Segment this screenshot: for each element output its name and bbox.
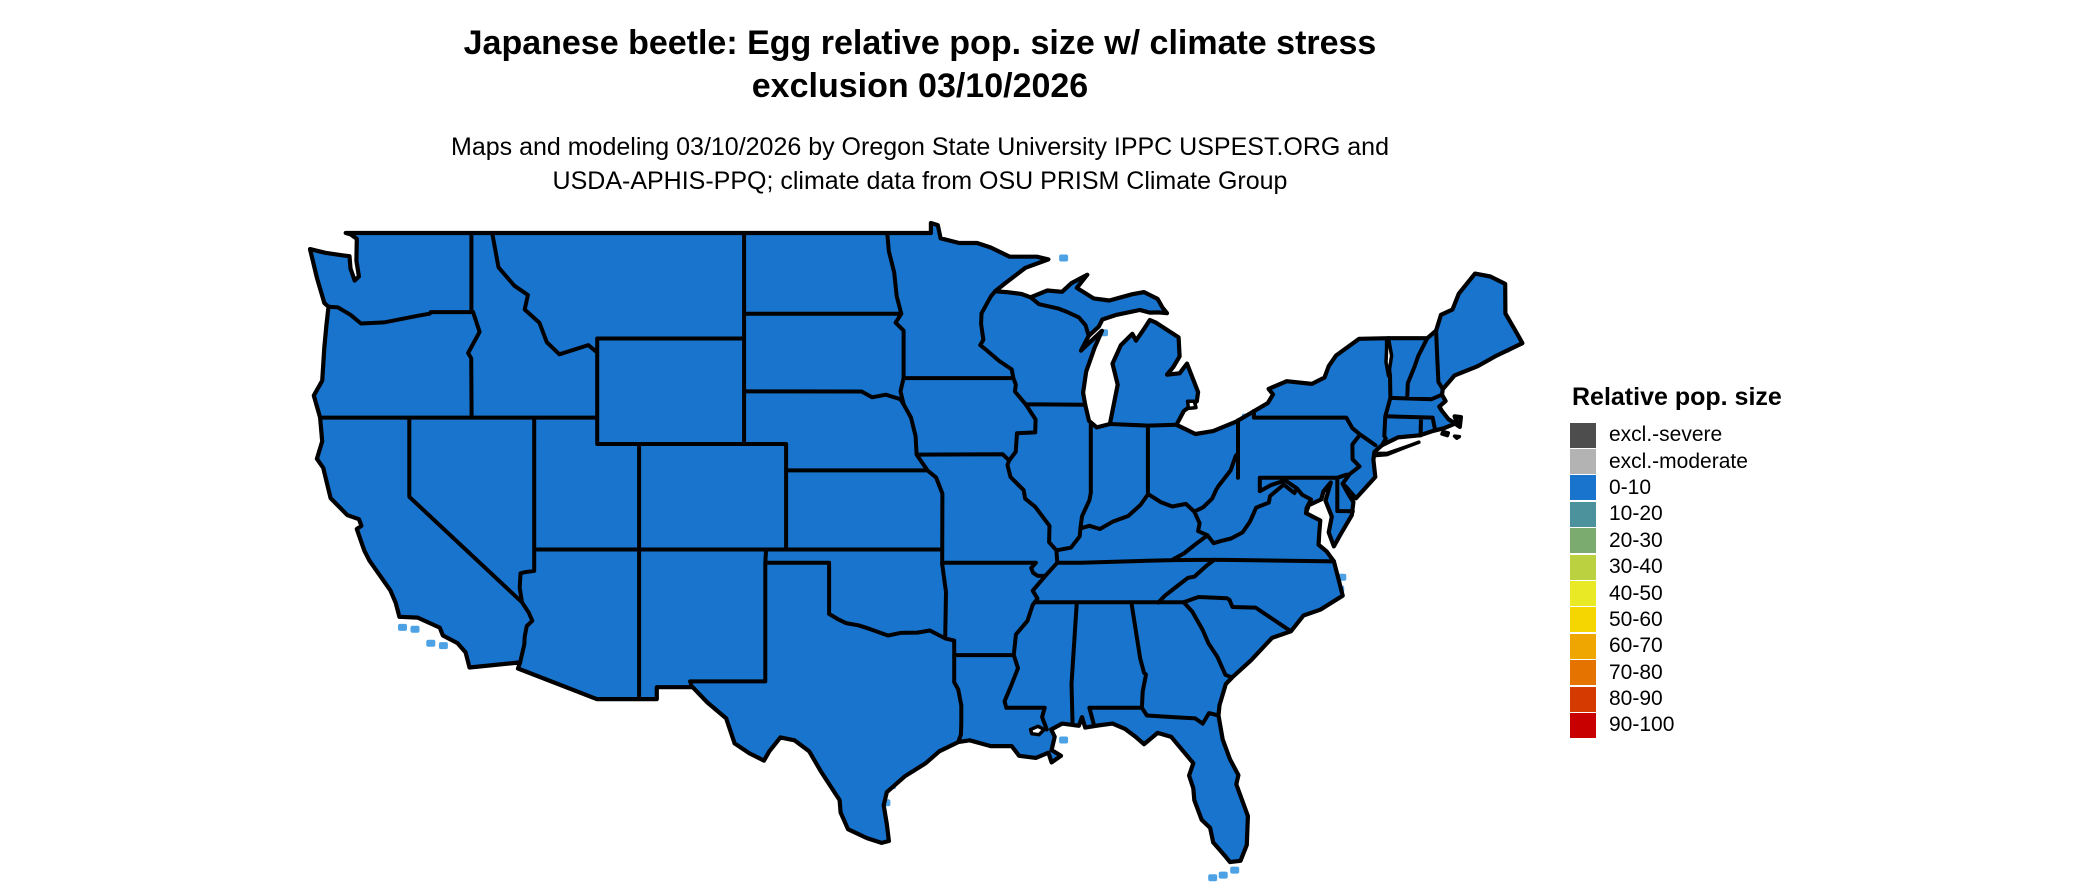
island bbox=[1440, 429, 1451, 438]
legend-swatch bbox=[1570, 501, 1596, 527]
conus-landmass bbox=[307, 220, 1525, 865]
legend-item: 50-60 bbox=[1570, 607, 1782, 633]
water-cell-speck bbox=[1059, 736, 1069, 744]
map-subtitle-line1: Maps and modeling 03/10/2026 by Oregon S… bbox=[451, 133, 1389, 161]
map-title-line1: Japanese beetle: Egg relative pop. size … bbox=[463, 24, 1377, 62]
legend: Relative pop. size excl.-severe excl.-mod… bbox=[1570, 383, 1782, 739]
legend-item-label: 40-50 bbox=[1609, 581, 1663, 605]
legend-item: excl.-severe bbox=[1570, 422, 1782, 448]
legend-item: 70-80 bbox=[1570, 660, 1782, 686]
water-cell-speck bbox=[398, 623, 407, 631]
legend-item: 90-100 bbox=[1570, 712, 1782, 738]
legend-item: 80-90 bbox=[1570, 686, 1782, 712]
legend-item-label: excl.-severe bbox=[1609, 423, 1723, 447]
water-cell-speck bbox=[1208, 874, 1218, 882]
water-cell-speck bbox=[1230, 866, 1240, 874]
lake bbox=[1028, 724, 1046, 737]
legend-swatch bbox=[1570, 633, 1596, 659]
legend-title: Relative pop. size bbox=[1572, 383, 1782, 411]
title-block: Japanese beetle: Egg relative pop. size … bbox=[0, 22, 1840, 108]
legend-item-label: 70-80 bbox=[1609, 660, 1663, 684]
legend-item: 30-40 bbox=[1570, 554, 1782, 580]
legend-item-label: 30-40 bbox=[1609, 555, 1663, 579]
island bbox=[1372, 440, 1421, 458]
subtitle-block: Maps and modeling 03/10/2026 by Oregon S… bbox=[0, 130, 1840, 198]
water-cell-speck bbox=[1059, 254, 1069, 262]
legend-item: 60-70 bbox=[1570, 633, 1782, 659]
legend-swatch bbox=[1570, 475, 1596, 501]
legend-item: 40-50 bbox=[1570, 580, 1782, 607]
water-cell-speck bbox=[410, 625, 420, 633]
legend-item: excl.-moderate bbox=[1570, 448, 1782, 475]
legend-item: 20-30 bbox=[1570, 528, 1782, 554]
legend-swatch bbox=[1570, 581, 1596, 607]
legend-swatch bbox=[1570, 554, 1596, 580]
lake bbox=[1384, 336, 1394, 378]
lake bbox=[1185, 399, 1198, 411]
legend-swatch bbox=[1570, 660, 1596, 686]
legend-item-label: 50-60 bbox=[1609, 607, 1663, 631]
legend-swatch bbox=[1570, 686, 1596, 712]
map-subtitle-line2: USDA-APHIS-PPQ; climate data from OSU PR… bbox=[552, 167, 1288, 195]
island bbox=[1452, 434, 1462, 440]
legend-swatch bbox=[1570, 528, 1596, 554]
legend-swatch bbox=[1570, 449, 1596, 475]
legend-item-label: 10-20 bbox=[1609, 502, 1663, 526]
legend-swatch bbox=[1570, 607, 1596, 633]
water-cell-speck bbox=[1218, 871, 1228, 879]
legend-item-label: 90-100 bbox=[1609, 713, 1675, 737]
water-cell-speck bbox=[438, 642, 448, 650]
legend-item-label: 20-30 bbox=[1609, 528, 1663, 552]
state-borders bbox=[318, 231, 1445, 745]
legend-swatch bbox=[1570, 422, 1596, 448]
legend-item: 0-10 bbox=[1570, 475, 1782, 501]
legend-swatch bbox=[1570, 712, 1596, 738]
legend-item-label: 0-10 bbox=[1609, 475, 1652, 499]
legend-item: 10-20 bbox=[1570, 501, 1782, 527]
legend-item-label: 60-70 bbox=[1609, 634, 1663, 658]
water-cell-speck bbox=[426, 639, 436, 647]
legend-item-label: excl.-moderate bbox=[1609, 449, 1748, 473]
map-title-line2: exclusion 03/10/2026 bbox=[751, 67, 1089, 105]
legend-item-label: 80-90 bbox=[1609, 687, 1663, 711]
legend-items: excl.-severe excl.-moderate 0-10 10-20 20-30… bbox=[1570, 422, 1782, 739]
